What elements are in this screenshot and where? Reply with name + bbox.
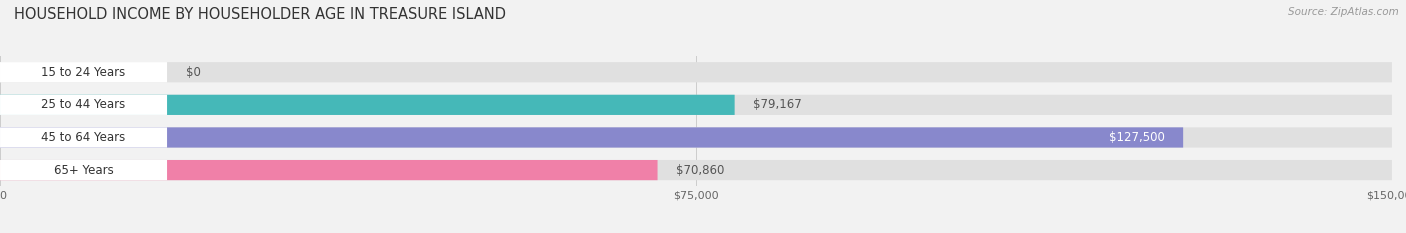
Text: 65+ Years: 65+ Years bbox=[53, 164, 114, 177]
FancyBboxPatch shape bbox=[0, 95, 167, 115]
FancyBboxPatch shape bbox=[0, 127, 1184, 147]
FancyBboxPatch shape bbox=[0, 62, 167, 82]
Text: $70,860: $70,860 bbox=[676, 164, 724, 177]
FancyBboxPatch shape bbox=[0, 160, 658, 180]
Text: Source: ZipAtlas.com: Source: ZipAtlas.com bbox=[1288, 7, 1399, 17]
FancyBboxPatch shape bbox=[0, 62, 1392, 82]
Text: 15 to 24 Years: 15 to 24 Years bbox=[41, 66, 125, 79]
Text: 25 to 44 Years: 25 to 44 Years bbox=[41, 98, 125, 111]
Text: $127,500: $127,500 bbox=[1109, 131, 1164, 144]
FancyBboxPatch shape bbox=[0, 160, 1392, 180]
FancyBboxPatch shape bbox=[0, 95, 735, 115]
Text: 45 to 64 Years: 45 to 64 Years bbox=[41, 131, 125, 144]
Text: $79,167: $79,167 bbox=[754, 98, 801, 111]
Text: HOUSEHOLD INCOME BY HOUSEHOLDER AGE IN TREASURE ISLAND: HOUSEHOLD INCOME BY HOUSEHOLDER AGE IN T… bbox=[14, 7, 506, 22]
FancyBboxPatch shape bbox=[0, 127, 1392, 147]
FancyBboxPatch shape bbox=[0, 95, 1392, 115]
FancyBboxPatch shape bbox=[0, 160, 167, 180]
Text: $0: $0 bbox=[186, 66, 201, 79]
FancyBboxPatch shape bbox=[0, 127, 167, 147]
